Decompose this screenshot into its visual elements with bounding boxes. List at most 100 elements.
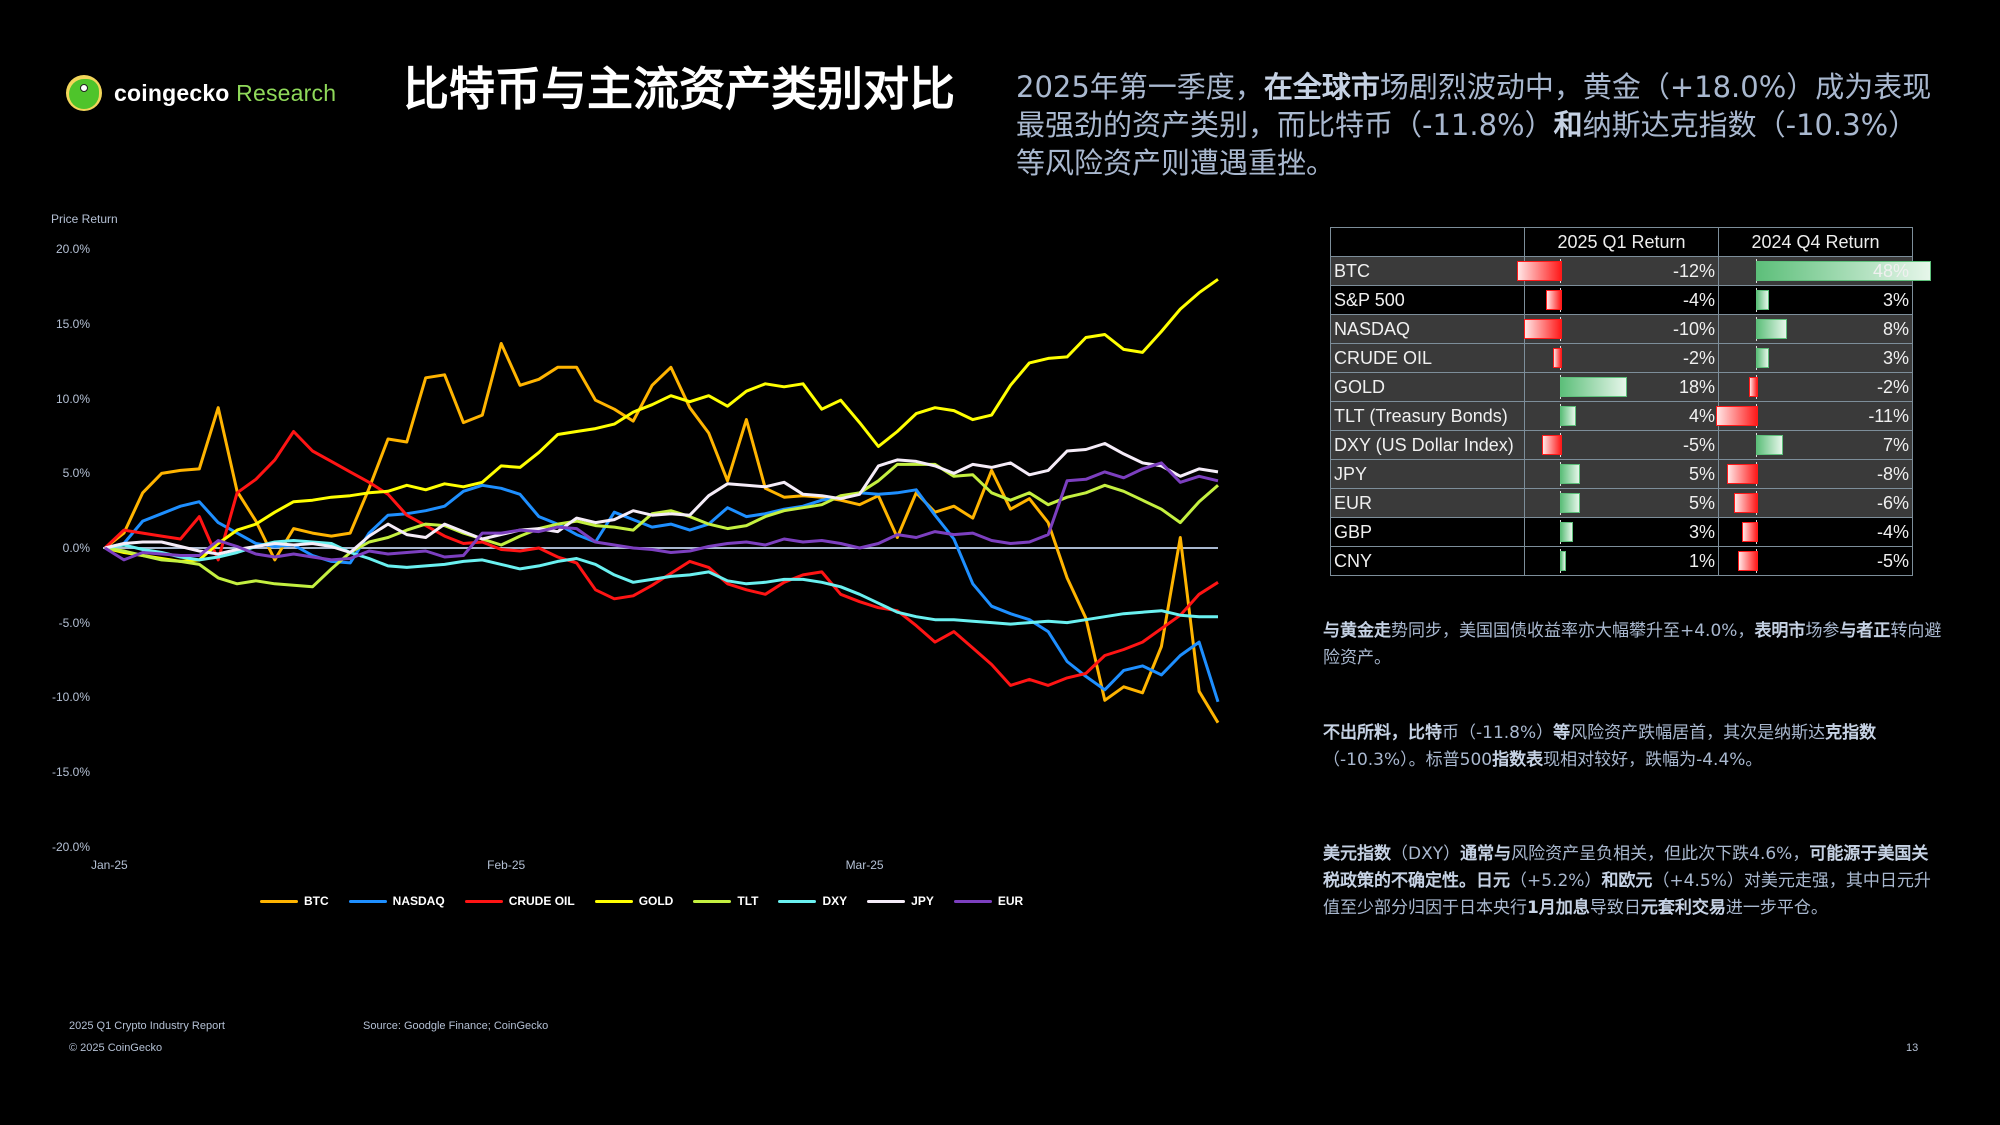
y-tick-label: -15.0% xyxy=(51,764,90,779)
footer-copyright: © 2025 CoinGecko xyxy=(69,1042,163,1054)
text-segment: 币（-11.8%） xyxy=(1442,723,1554,743)
legend-swatch-icon xyxy=(778,899,817,903)
return-value: -2% xyxy=(1682,347,1715,368)
legend-swatch-icon xyxy=(594,899,633,903)
legend-swatch-icon xyxy=(348,899,387,903)
x-tick-label: Feb-25 xyxy=(487,858,526,872)
table-row: GBP 3% -4% xyxy=(1330,517,1913,547)
series-line-jpy xyxy=(104,442,1219,556)
negative-data-bar xyxy=(1716,406,1758,426)
text-segment: 势同步，美国国债收益率亦大幅攀升至+4.0%， xyxy=(1391,621,1755,641)
legend-label: JPY xyxy=(911,894,934,908)
text-segment: 风险资产呈负相关，但此次下跌4.6%， xyxy=(1511,844,1810,864)
return-value: 3% xyxy=(1882,289,1909,310)
legend-item: GOLD xyxy=(594,894,673,908)
asset-name: GBP xyxy=(1330,517,1525,547)
positive-data-bar xyxy=(1756,435,1784,455)
text-segment: 1月加息 xyxy=(1527,898,1590,918)
legend-item: BTC xyxy=(260,894,329,908)
y-tick-label: 20.0% xyxy=(55,242,90,257)
legend-swatch-icon xyxy=(693,899,732,903)
negative-data-bar xyxy=(1545,290,1562,310)
y-tick-label: -5.0% xyxy=(58,615,90,630)
q4-return-cell: -4% xyxy=(1718,517,1913,547)
text-segment: 与黄金走 xyxy=(1323,621,1391,641)
asset-name: DXY (US Dollar Index) xyxy=(1330,430,1525,460)
negative-data-bar xyxy=(1542,435,1562,455)
text-segment: 表明市 xyxy=(1754,621,1806,641)
text-segment: 导致日 xyxy=(1589,898,1641,918)
footer-source: Source: Goodgle Finance; CoinGecko xyxy=(363,1020,549,1032)
note-treasury-yields: 与黄金走势同步，美国国债收益率亦大幅攀升至+4.0%，表明市场参与者正转向避险资… xyxy=(1323,618,1943,672)
legend-item: NASDAQ xyxy=(348,894,445,908)
y-tick-label: 10.0% xyxy=(55,391,90,406)
q1-return-cell: -10% xyxy=(1524,314,1719,344)
negative-data-bar xyxy=(1734,493,1758,513)
text-segment: 通常与 xyxy=(1460,844,1512,864)
negative-data-bar xyxy=(1738,551,1758,571)
table-row: NASDAQ -10% 8% xyxy=(1330,314,1913,344)
table-row: DXY (US Dollar Index) -5% 7% xyxy=(1330,430,1913,460)
legend-label: NASDAQ xyxy=(392,894,445,908)
q4-return-cell: 7% xyxy=(1718,430,1913,460)
q4-return-cell: 3% xyxy=(1718,343,1913,373)
y-tick-label: 5.0% xyxy=(62,466,90,481)
legend-item: CRUDE OIL xyxy=(464,894,575,908)
legend-label: TLT xyxy=(737,894,759,908)
footer-report: 2025 Q1 Crypto Industry Report xyxy=(69,1020,225,1032)
text-segment: 进一步平仓。 xyxy=(1725,898,1828,918)
text-segment: 在全球市 xyxy=(1263,70,1380,104)
page-title: 比特币与主流资产类别对比 xyxy=(403,62,955,116)
legend-item: DXY xyxy=(778,894,847,908)
table-row: BTC -12% 48% xyxy=(1330,256,1931,286)
line-chart xyxy=(103,278,1220,724)
text-segment: 可能源于美国关税政策的不确定性。日元 xyxy=(1323,844,1929,891)
return-value: -11% xyxy=(1868,405,1909,426)
y-tick-label: 0.0% xyxy=(62,541,90,555)
table-row: CNY 1% -5% xyxy=(1330,546,1913,576)
return-value: -8% xyxy=(1876,463,1909,484)
q1-return-cell: -2% xyxy=(1524,343,1719,373)
asset-name: BTC xyxy=(1330,256,1525,286)
return-value: -12% xyxy=(1672,260,1715,281)
positive-data-bar xyxy=(1560,464,1580,484)
asset-name: NASDAQ xyxy=(1330,314,1525,344)
text-segment: （DXY） xyxy=(1391,844,1461,864)
return-value: 3% xyxy=(1882,347,1909,368)
text-segment: （+4.5%）对美元走强，其中日元升值至少部分归因于日本央行 xyxy=(1323,871,1931,918)
series-line-eur xyxy=(104,461,1219,562)
asset-name: EUR xyxy=(1330,488,1525,518)
text-segment: 2025年第一季度， xyxy=(1016,70,1264,104)
return-value: -4% xyxy=(1876,521,1909,542)
positive-data-bar xyxy=(1560,493,1580,513)
logo-suffix: Research xyxy=(236,79,337,106)
header-q4: 2024 Q4 Return xyxy=(1718,227,1913,257)
return-value: 1% xyxy=(1688,550,1715,571)
table-row: JPY 5% -8% xyxy=(1330,459,1913,489)
negative-data-bar xyxy=(1552,348,1562,368)
positive-data-bar xyxy=(1560,522,1573,542)
legend-swatch-icon xyxy=(867,899,906,903)
q1-return-cell: -5% xyxy=(1524,430,1719,460)
asset-name: TLT (Treasury Bonds) xyxy=(1330,401,1525,431)
legend-item: TLT xyxy=(693,894,758,908)
return-value: 8% xyxy=(1882,318,1909,339)
asset-name: JPY xyxy=(1330,459,1525,489)
y-tick-label: -20.0% xyxy=(51,839,90,854)
coingecko-research-logo: coingecko Research xyxy=(66,75,336,111)
return-value: -5% xyxy=(1876,550,1909,571)
q4-return-cell: 8% xyxy=(1718,314,1913,344)
legend-label: EUR xyxy=(997,894,1024,908)
q4-return-cell: -11% xyxy=(1716,401,1913,431)
text-segment: 等 xyxy=(1553,723,1571,743)
q4-return-cell: -6% xyxy=(1718,488,1913,518)
asset-name: S&P 500 xyxy=(1330,285,1525,315)
series-line-dxy xyxy=(104,539,1218,626)
positive-data-bar xyxy=(1560,406,1577,426)
negative-data-bar xyxy=(1516,261,1562,281)
returns-table: 2025 Q1 Return 2024 Q4 Return BTC -12% 48%… xyxy=(1330,227,1931,576)
text-segment: 和欧元 xyxy=(1601,871,1653,891)
text-segment: （+5.2%） xyxy=(1510,871,1602,891)
table-row: CRUDE OIL -2% 3% xyxy=(1330,343,1913,373)
text-segment: 转向避险资产。 xyxy=(1323,621,1942,668)
